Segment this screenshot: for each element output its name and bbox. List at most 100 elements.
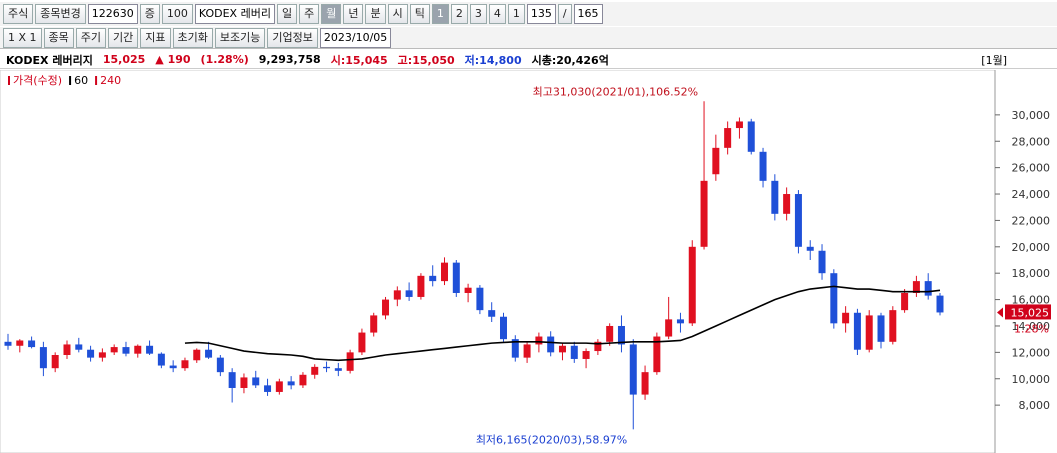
candle-body <box>370 315 378 333</box>
legend-label: 가격(수정) <box>13 74 62 87</box>
candle-body <box>452 262 460 293</box>
toolbar-button[interactable]: 시 <box>387 4 408 24</box>
candle-body <box>606 325 614 342</box>
candle-body <box>547 336 555 353</box>
info-bar: KODEX 레버리지 15,025 ▲ 190 (1.28%) 9,293,75… <box>0 51 1057 69</box>
candle-body <box>63 344 71 355</box>
toolbar-button[interactable]: 종목 <box>43 27 74 48</box>
candle-body <box>759 151 767 181</box>
candle-body <box>252 377 260 386</box>
toolbar-button[interactable]: 2023/10/05 <box>319 27 392 48</box>
candle-body <box>665 319 673 337</box>
candle-body <box>181 360 189 369</box>
price-pointer <box>997 307 1003 318</box>
candle-body <box>146 345 154 354</box>
high-annotation: 최고31,030(2021/01),106.52% <box>533 85 698 98</box>
toolbar-button[interactable]: 165 <box>573 4 603 24</box>
toolbar-button[interactable]: 1 X 1 <box>3 27 42 48</box>
y-tick-label: 28,000 <box>1012 135 1051 148</box>
candle-body <box>535 336 543 345</box>
market-cap: 시총:20,426억 <box>531 53 609 67</box>
candle-body <box>912 281 920 293</box>
legend-swatch <box>69 76 72 85</box>
candle-body <box>889 310 897 342</box>
toolbar-button[interactable]: 증 <box>139 4 160 24</box>
candle-body <box>4 341 12 346</box>
toolbar-second: 1 X 1 종목 주기 기간 지표 초기화 보조기능 기업정보 2023/10/05 <box>0 27 1057 49</box>
toolbar-button[interactable]: 기간 <box>108 27 139 48</box>
candle-body <box>842 312 850 324</box>
toolbar-button[interactable]: 종목변경 <box>35 4 86 24</box>
candle-body <box>794 194 802 247</box>
toolbar-button[interactable]: 초기화 <box>172 27 213 48</box>
toolbar-button[interactable]: 분 <box>365 4 386 24</box>
candle-body <box>311 366 319 375</box>
toolbar-button[interactable]: 월 <box>321 4 342 24</box>
candle-body <box>488 310 496 317</box>
candle-body <box>429 275 437 282</box>
low-annotation: 최저6,165(2020/03),58.97% <box>476 433 627 446</box>
legend-swatch <box>8 76 10 85</box>
toolbar-button[interactable]: 주 <box>299 4 320 24</box>
last-rate: 1.28% <box>1014 322 1049 335</box>
toolbar-button[interactable]: 보조기능 <box>214 27 266 48</box>
y-tick-label: 30,000 <box>1012 109 1051 122</box>
toolbar-button[interactable]: KODEX 레버리 <box>194 4 275 24</box>
toolbar-button[interactable]: / <box>557 4 572 24</box>
candle-body <box>264 385 272 392</box>
candle-body <box>346 352 354 371</box>
toolbar-button[interactable]: 기업정보 <box>267 27 318 48</box>
candle-body <box>818 250 826 274</box>
candle-body <box>287 381 295 386</box>
candle-body <box>193 349 201 361</box>
legend-swatch <box>95 76 98 85</box>
candle-body <box>853 312 861 350</box>
candle-body <box>629 344 637 395</box>
candle-body <box>712 147 720 175</box>
candle-body <box>157 353 165 366</box>
candle-body <box>275 381 283 392</box>
toolbar-button[interactable]: 틱 <box>409 4 430 24</box>
toolbar-button[interactable]: 주기 <box>75 27 107 48</box>
toolbar-button[interactable]: 4 <box>488 4 506 24</box>
toolbar-button[interactable]: 135 <box>526 4 556 24</box>
candle-body <box>382 299 390 316</box>
candle-body <box>464 287 472 293</box>
toolbar-button[interactable]: 년 <box>343 4 364 24</box>
candle-body <box>323 366 331 369</box>
candle-body <box>747 121 755 152</box>
candle-body <box>499 316 507 340</box>
change: ▲ 190 <box>155 53 191 66</box>
toolbar-button[interactable]: 100 <box>161 4 193 24</box>
candle-body <box>110 347 118 353</box>
toolbar-button[interactable]: 1 <box>431 4 449 24</box>
candle-body <box>724 128 732 148</box>
candle-body <box>393 290 401 300</box>
last-price: 15,025 <box>1011 306 1050 319</box>
y-tick-label: 18,000 <box>1012 267 1051 280</box>
toolbar-button[interactable]: 3 <box>469 4 487 24</box>
candle-body <box>122 347 130 354</box>
rate: (1.28%) <box>200 53 249 66</box>
candle-body <box>735 121 743 129</box>
toolbar-button[interactable]: 2 <box>450 4 468 24</box>
candle-body <box>334 368 342 371</box>
toolbar-button[interactable]: 일 <box>276 4 298 24</box>
y-tick-label: 16,000 <box>1012 294 1051 307</box>
candle-body <box>417 275 425 297</box>
candle-body <box>405 290 413 297</box>
candle-body <box>98 352 106 358</box>
ma-line <box>184 285 941 362</box>
y-tick-label: 24,000 <box>1012 188 1051 201</box>
toolbar-button[interactable]: 122630 <box>87 4 138 24</box>
toolbar-button[interactable]: 1 <box>507 4 525 24</box>
toolbar-button[interactable]: 지표 <box>140 27 171 48</box>
candle-body <box>558 345 566 353</box>
candle-body <box>476 287 484 311</box>
candle-body <box>771 180 779 214</box>
stock-name: KODEX 레버리지 <box>6 53 93 67</box>
candle-body <box>205 349 213 358</box>
candle-body <box>51 355 59 369</box>
toolbar-button[interactable]: 주식 <box>3 4 34 24</box>
